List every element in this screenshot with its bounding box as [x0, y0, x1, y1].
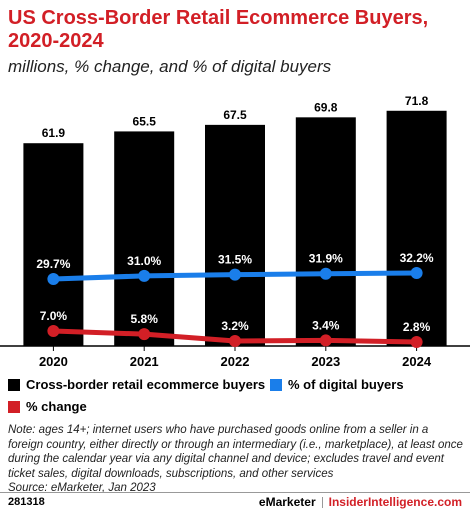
- bar-value-label: 61.9: [42, 126, 66, 140]
- legend-item-digital: % of digital buyers: [270, 377, 404, 392]
- legend-label-buyers: Cross-border retail ecommerce buyers: [26, 377, 266, 392]
- legend-item-buyers: Cross-border retail ecommerce buyers: [8, 377, 265, 392]
- legend-item-change: % change: [8, 399, 87, 414]
- bar-value-label: 65.5: [133, 114, 157, 128]
- legend-label-digital: % of digital buyers: [288, 377, 404, 392]
- pct-change-value-label: 3.4%: [312, 318, 340, 332]
- legend-label-change: % change: [26, 399, 87, 414]
- source-text: Source: eMarketer, Jan 2023: [8, 482, 156, 494]
- legend-swatch-buyers: [8, 378, 20, 391]
- digital-buyers-point: [138, 269, 151, 282]
- note-text: Note: ages 14+; internet users who have …: [8, 424, 463, 480]
- brand-separator: [321, 497, 323, 509]
- pct-change-value-label: 7.0%: [40, 309, 68, 323]
- digital-buyers-point: [229, 268, 241, 281]
- pct-change-point: [229, 334, 241, 347]
- brand-emarketer: eMarketer: [258, 495, 316, 509]
- legend-swatch-digital: [270, 378, 282, 391]
- digital-buyers-point: [47, 273, 60, 285]
- x-tick-label: 2022: [221, 354, 250, 369]
- pct-change-point: [138, 328, 151, 341]
- chart-subtitle: millions, % change, and % of digital buy…: [8, 57, 332, 76]
- pct-change-point: [47, 325, 60, 337]
- chart-id: 281318: [8, 496, 45, 508]
- bar-2023: [295, 117, 356, 346]
- bar-2021: [114, 131, 175, 346]
- x-tick-label: 2021: [130, 354, 159, 369]
- footer-brand: eMarketer InsiderIntelligence.com: [259, 495, 462, 509]
- footer-divider: [0, 492, 470, 493]
- x-tick-label: 2020: [39, 354, 68, 369]
- digital-buyers-value-label: 29.7%: [36, 257, 70, 271]
- pct-change-value-label: 5.8%: [131, 312, 159, 326]
- bar-value-label: 69.8: [314, 100, 338, 114]
- chart-title: US Cross-Border Retail Ecommerce Buyers,…: [8, 7, 429, 52]
- bar-2022: [205, 124, 265, 346]
- digital-buyers-value-label: 32.2%: [400, 251, 434, 265]
- bar-2020: [23, 143, 84, 346]
- digital-buyers-point: [319, 267, 332, 280]
- legend-swatch-change: [8, 400, 20, 413]
- pct-change-point: [319, 334, 332, 347]
- pct-change-value-label: 3.2%: [221, 319, 249, 333]
- digital-buyers-value-label: 31.5%: [218, 253, 252, 267]
- bar-value-label: 67.5: [223, 108, 247, 122]
- x-tick-label: 2024: [402, 354, 432, 369]
- bar-2024: [386, 110, 447, 346]
- combo-chart: 61.9 65.5 67.5 69.8 71.8 2020 2021 2022 2023 2024…: [0, 94, 470, 369]
- x-tick-label: 2023: [311, 354, 340, 369]
- brand-insider-intelligence: InsiderIntelligence.com: [328, 495, 462, 509]
- pct-change-value-label: 2.8%: [403, 320, 431, 334]
- pct-change-point: [410, 336, 423, 349]
- digital-buyers-value-label: 31.0%: [127, 254, 161, 268]
- digital-buyers-value-label: 31.9%: [309, 252, 343, 266]
- bar-value-label: 71.8: [405, 94, 429, 108]
- chart-note: Note: ages 14+; internet users who have …: [8, 423, 466, 496]
- digital-buyers-point: [410, 267, 423, 279]
